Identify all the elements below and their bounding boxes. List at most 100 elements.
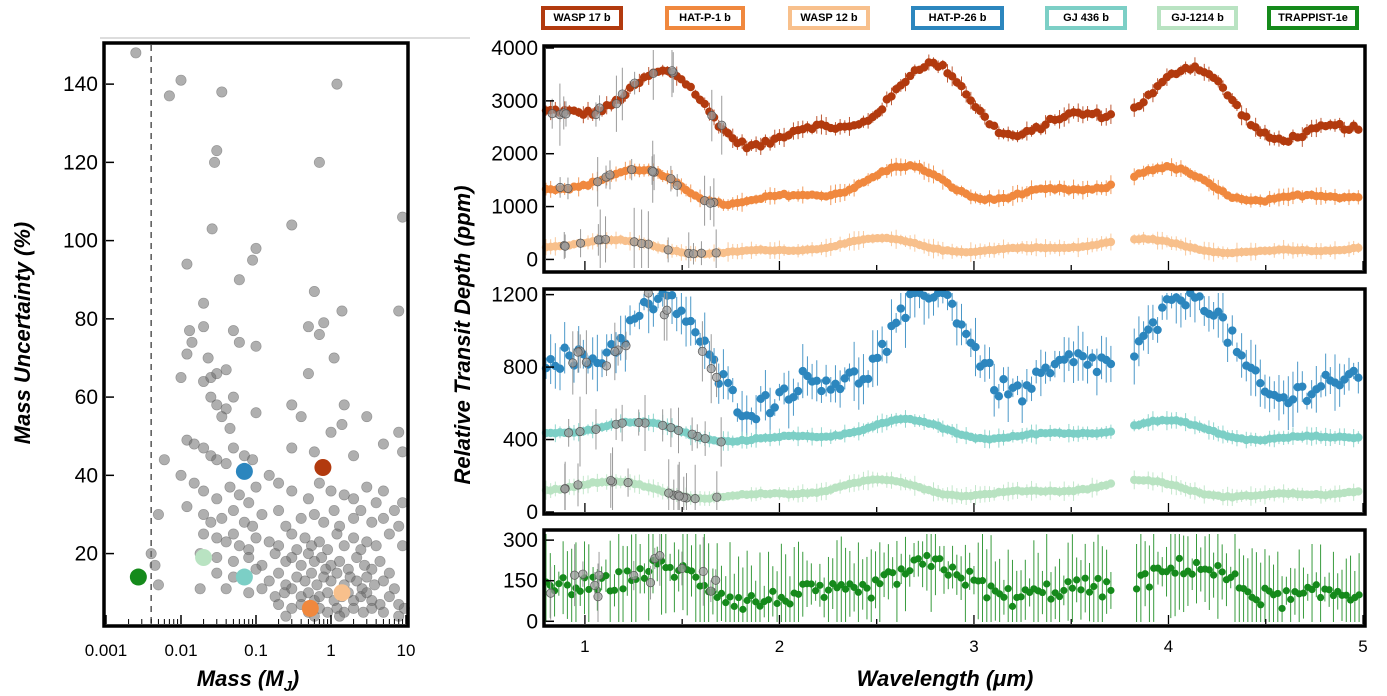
planet-point <box>334 610 346 622</box>
planet-point <box>377 485 389 497</box>
planet-point <box>286 219 298 231</box>
planet-point <box>250 407 262 419</box>
planet-point <box>377 575 389 587</box>
spectrum-point <box>938 60 948 70</box>
spectrum-point <box>1214 561 1222 570</box>
spectrum-point <box>1302 396 1312 406</box>
planet-point <box>331 567 343 579</box>
spectrum-point <box>987 582 995 590</box>
spectrum-point <box>737 137 747 146</box>
legend-item-trappist1e: TRAPPIST-1e <box>1267 6 1359 30</box>
spectrum-point <box>1153 325 1162 335</box>
spectrum-point <box>756 142 765 151</box>
planet-point <box>388 583 400 595</box>
planet-point <box>361 481 373 493</box>
planet-point <box>227 555 239 567</box>
y-tick-label: 0 <box>526 501 538 524</box>
spectrum-point <box>905 71 915 81</box>
planet-point <box>377 438 389 450</box>
grey-point <box>667 66 677 76</box>
spectrum-point <box>1041 120 1050 129</box>
spectrum-point <box>779 384 789 393</box>
legend-item-gj1214b: GJ-1214 b <box>1157 6 1238 30</box>
grey-point <box>601 361 612 371</box>
grey-point <box>712 492 722 502</box>
planet-point <box>311 579 323 591</box>
spectrum-point <box>1106 237 1116 247</box>
planet-point <box>383 591 395 603</box>
spectrum-point <box>667 291 677 300</box>
spectrum-point <box>691 328 700 337</box>
grey-point <box>648 167 658 177</box>
spectrum-point <box>1003 390 1013 399</box>
planet-point <box>393 426 405 438</box>
x-tick-label: 1 <box>326 641 335 660</box>
mass-uncertainty-plot: 0.001 0.01 0.1 1 10 20 40 60 80 100 120 140 Mass (M… <box>10 41 415 695</box>
spectrum-point <box>793 386 803 396</box>
spectrum-point <box>1312 581 1320 589</box>
y-tick-label: 120 <box>63 151 98 174</box>
spectrum-point <box>1092 367 1102 377</box>
spectrum-point <box>619 585 627 593</box>
planet-point <box>233 540 245 552</box>
spectrum-point <box>999 374 1008 384</box>
spectrum-point <box>863 584 871 592</box>
spectrum-point <box>896 304 906 313</box>
planet-point <box>186 336 198 348</box>
planet-point <box>198 442 210 454</box>
spectrum-point <box>971 342 980 352</box>
grey-point <box>570 570 580 580</box>
planet-point <box>224 481 236 493</box>
spectrum-point <box>747 591 756 600</box>
spectrum-point <box>546 354 555 364</box>
spectrum-point <box>1231 570 1239 578</box>
y-tick-label: 1000 <box>491 196 538 219</box>
spectrum-point <box>1055 593 1064 601</box>
planet-point <box>393 305 405 317</box>
y-tick-label: 40 <box>75 464 98 487</box>
spectrum-point <box>1043 580 1051 588</box>
spectrum-point <box>901 77 910 87</box>
spectrum-point <box>989 386 999 395</box>
y-tick-label: 300 <box>503 529 538 552</box>
spectra-points <box>541 50 1363 622</box>
grey-point <box>707 111 717 121</box>
spectrum-point <box>877 105 887 114</box>
spectrum-point <box>812 587 820 595</box>
y-tick-label: 80 <box>75 308 98 331</box>
x-tick-label: 5 <box>1358 637 1367 656</box>
planet-point <box>269 548 281 560</box>
mass-plot-frame <box>102 41 410 628</box>
spectrum-point <box>761 391 770 400</box>
spectrum-point <box>841 585 850 593</box>
grey-point <box>594 103 605 113</box>
planet-point <box>205 516 217 528</box>
grey-point <box>573 480 583 490</box>
spectrum-point <box>1256 378 1265 388</box>
grey-point <box>581 357 591 367</box>
grey-point <box>575 427 585 437</box>
spectrum-point <box>565 351 574 360</box>
x-tick-label: 1 <box>580 637 589 656</box>
legend-item-gj436b: GJ 436 b <box>1045 6 1127 30</box>
spectrum-point <box>602 348 611 357</box>
planet-point <box>280 610 292 622</box>
grey-point <box>700 434 710 444</box>
spectrum-point <box>863 374 873 384</box>
planet-point <box>202 352 214 364</box>
spectrum-point <box>1237 351 1246 360</box>
planet-point <box>374 555 386 567</box>
spectrum-point <box>978 577 987 585</box>
spectrum-point <box>961 90 971 99</box>
grey-point <box>637 238 647 249</box>
planet-point <box>211 454 223 466</box>
spectrum-point <box>1130 352 1139 361</box>
spectrum-point <box>649 305 658 314</box>
spectrum-point <box>700 99 709 109</box>
planet-point <box>286 485 298 497</box>
y-tick-label: 20 <box>75 543 98 566</box>
mass-x-label: Mass (MJ) <box>197 666 299 695</box>
spectrum-point <box>966 567 974 575</box>
spectrum-point <box>1083 360 1092 370</box>
